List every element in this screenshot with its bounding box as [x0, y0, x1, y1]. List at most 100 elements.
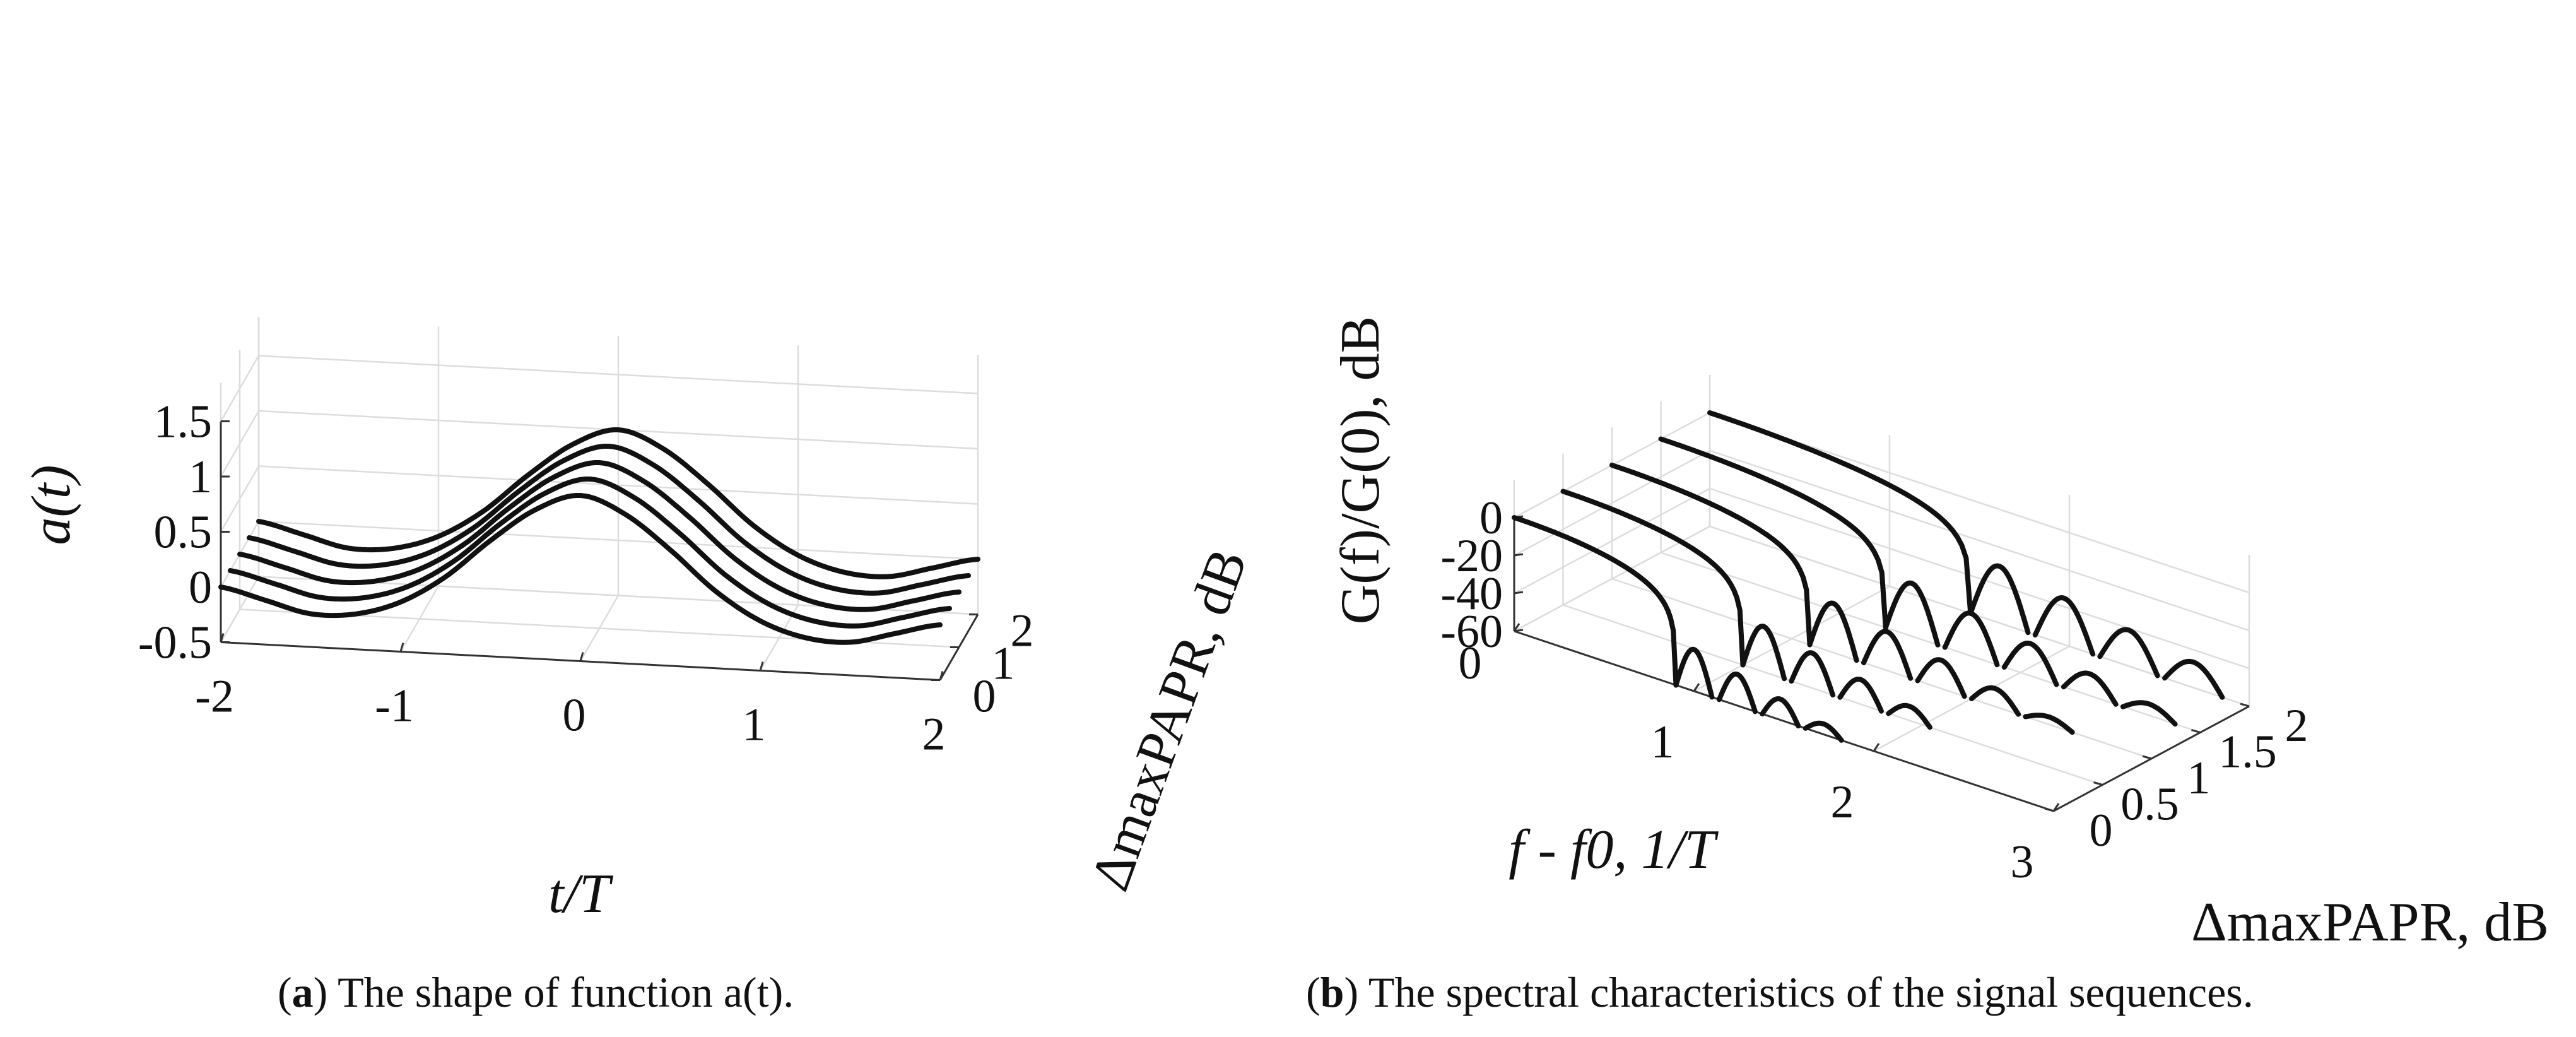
panel-b-xtick-mark	[1693, 683, 1700, 692]
panel-a-zlabel: ΔmaxPAPR, dB	[1079, 541, 1259, 898]
panel-b-sidelobe	[2032, 595, 2096, 657]
panel-a-xtick-label: 2	[922, 709, 946, 761]
panel-a-xtick-label: -2	[195, 671, 234, 723]
panel-b-ytick-mark	[1514, 591, 1524, 595]
panel-b-axes	[1513, 518, 2250, 812]
panel-a-gridline	[220, 355, 260, 422]
panel-a-ytick-label: -0.5	[138, 617, 212, 669]
panel-b-caption-tag: b	[1320, 968, 1344, 1016]
panel-a-xtick-mark	[939, 671, 944, 680]
panel-b-xlabel: f - f0, 1/T	[1509, 819, 1719, 880]
panel-b-sidelobe	[1760, 696, 1801, 729]
panel-b-gridline	[1709, 487, 2250, 670]
panel-a-xtick-label: 0	[563, 690, 586, 742]
panel-a-series-3	[247, 444, 971, 596]
panel-a-xtick-label: -1	[375, 680, 414, 732]
panel-b-main-lobe	[1609, 463, 1813, 648]
panel-b-ytick-label: 0	[1479, 492, 1503, 544]
panel-b-x-axis	[1514, 630, 2054, 812]
panel-b-sidelobe	[1942, 610, 2000, 668]
panel-a-ytick-label: 1	[189, 451, 212, 503]
panel-b-ytick-label: -20	[1440, 530, 1503, 582]
panel-b-xtick-label: 0	[1459, 637, 1482, 689]
panel-b-xtick-mark	[1513, 623, 1520, 632]
panel-b-sidelobe	[1915, 657, 1967, 699]
panel-a-ztick-label: 1	[992, 638, 1015, 690]
panel-a-series-2	[237, 460, 962, 612]
panel-b-sidelobe	[1803, 720, 1844, 743]
panel-b-ytick-label: -60	[1440, 606, 1503, 658]
panel-b-sidelobe	[1886, 702, 1932, 730]
panel-b-series-4	[1707, 410, 2225, 700]
panel-b-ztick-label: 2	[2285, 700, 2308, 752]
panel-b-sidelobe	[2162, 658, 2225, 700]
panel-a-gridline	[258, 355, 979, 394]
panel-a-xlabel: t/T	[548, 863, 614, 925]
panel-a-caption: (a) The shape of function a(t).	[278, 968, 794, 1016]
panel-b-xtick-mark	[1873, 743, 1880, 752]
panel-b-series-1	[1560, 489, 1932, 730]
panel-b-ztick-mark	[2044, 807, 2054, 812]
panel-b-gridline	[1661, 552, 2201, 733]
panel-b-zlabel: ΔmaxPAPR, dB	[2191, 892, 2549, 953]
panel-b-sidelobe	[1968, 563, 2031, 636]
panel-b-ztick-label: 0.5	[2120, 779, 2179, 831]
panel-a-curves	[218, 427, 980, 645]
panel-a-series-4	[256, 427, 980, 579]
panel-a-series-0	[218, 493, 943, 645]
panel-a-gridline	[220, 465, 260, 533]
panel-b-main-lobe	[1658, 436, 1888, 631]
panel-b-sidelobe	[1969, 685, 2021, 717]
panel-a-xtick-mark	[399, 643, 404, 652]
panel-b-gridline	[1611, 578, 2152, 760]
panel-a-xtick-mark	[220, 633, 225, 643]
panel-b-ytick-label: -40	[1440, 568, 1503, 620]
panel-b-sidelobe	[1883, 580, 1941, 648]
panel-b-sidelobe	[1716, 671, 1758, 714]
panel-a-ytick-label: 0	[189, 562, 212, 613]
panel-b-sidelobe	[1861, 629, 1914, 681]
panel-b-ztick-mark	[2240, 702, 2250, 708]
panel-a-xtick-mark	[579, 652, 584, 661]
panel-a-xtick-label: 1	[743, 699, 766, 751]
panel-a-gridline	[220, 410, 260, 477]
panel-b-ylabel: G(f)/G(0), dB	[1330, 316, 1391, 625]
panel-a-ztick-label: 2	[1011, 605, 1034, 657]
panel-b-gridline	[1514, 449, 1710, 557]
panel-b-gridline	[1514, 487, 1710, 595]
panel-b-ytick-mark	[1514, 553, 1524, 557]
panel-b-series-3	[1658, 436, 2178, 727]
panel-b-main-lobe	[1560, 489, 1746, 668]
panel-b-series-2	[1609, 463, 2075, 735]
panel-b-ztick-mark	[2093, 781, 2103, 786]
panel-b-xtick-label: 1	[1651, 716, 1674, 768]
panel-b-sidelobe	[2061, 670, 2119, 707]
panel-a-ylabel: a(t)	[21, 465, 82, 545]
panel-b-ztick-label: 1	[2187, 752, 2211, 804]
panel-b-sidelobe	[1807, 600, 1859, 663]
panel-b-sidelobe	[1789, 650, 1835, 697]
panel-b-xtick-label: 3	[2011, 836, 2034, 888]
panel-b-ztick-mark	[2191, 729, 2201, 733]
panel-b-series-0	[1512, 515, 1844, 743]
panel-b-sidelobe	[1740, 624, 1787, 682]
panel-b-xtick-mark	[2052, 803, 2060, 812]
panel-b-ztick-label: 0	[2090, 805, 2113, 856]
panel-b-caption-text: The spectral characteristics of the sign…	[1368, 968, 2254, 1016]
panel-b-curves	[1512, 410, 2225, 743]
panel-b-main-lobe	[1512, 515, 1679, 688]
panel-b-sidelobe	[2120, 700, 2178, 727]
panel-b-sidelobe	[2097, 627, 2160, 678]
panel-b-xtick-label: 2	[1831, 776, 1854, 828]
panel-b-ztick-label: 1.5	[2218, 726, 2277, 778]
panel-a-ztick-label: 0	[973, 671, 996, 723]
panel-b-sidelobe	[2023, 713, 2075, 735]
panel-a-xtick-mark	[759, 661, 764, 671]
panel-b-sidelobe	[1673, 646, 1715, 700]
panel-a-caption-tag: a	[292, 968, 314, 1016]
panel-a-caption-text: The shape of function a(t).	[338, 968, 794, 1016]
